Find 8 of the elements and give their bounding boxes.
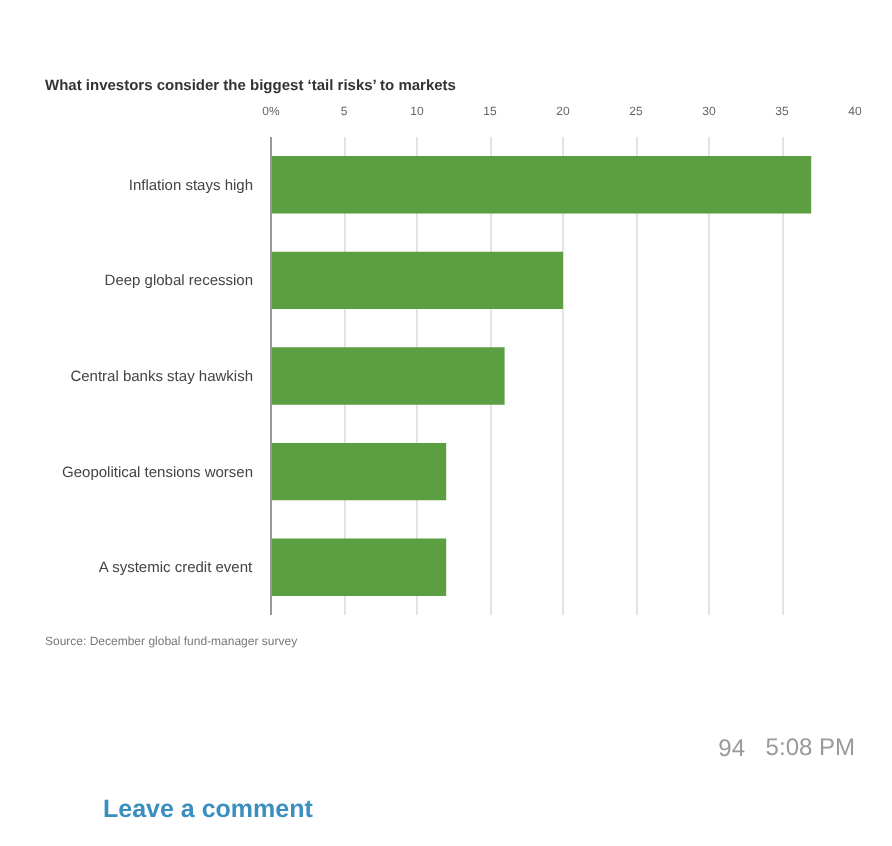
bar xyxy=(271,251,563,310)
text: 5:08 PM xyxy=(765,733,856,761)
text: Leave a comment xyxy=(103,795,315,823)
bar xyxy=(271,156,812,214)
bar xyxy=(271,538,447,596)
text: 94 xyxy=(718,734,746,762)
bar xyxy=(271,442,447,501)
bar xyxy=(271,347,505,405)
